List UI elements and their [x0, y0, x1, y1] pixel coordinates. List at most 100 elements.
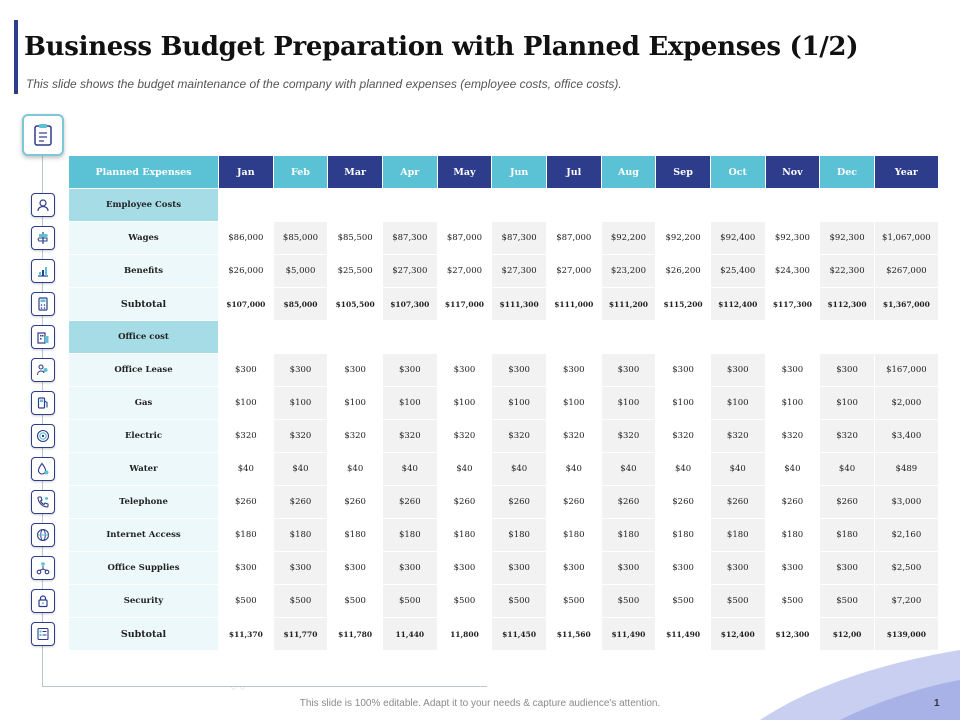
row-label: Security [68, 584, 219, 618]
month-value-cell: $40 [764, 452, 821, 486]
section-employee-costs: Employee Costs [68, 188, 219, 222]
water-icon [31, 457, 55, 481]
month-value-cell: $26,000 [218, 254, 274, 288]
network-icon [31, 556, 55, 580]
month-value-cell: $260 [272, 485, 329, 519]
section-row: Office cost [68, 320, 939, 354]
month-value-cell: 11,800 [436, 617, 493, 651]
month-value-cell: $112,300 [819, 287, 875, 321]
month-value-cell: $180 [545, 518, 602, 552]
month-value-cell: $105,500 [327, 287, 383, 321]
chart-icon [31, 259, 55, 283]
year-total-cell: $139,000 [873, 617, 939, 651]
month-value-cell: $40 [491, 452, 547, 486]
month-value-cell: $300 [436, 353, 493, 387]
empty-cell [819, 188, 875, 222]
month-value-cell: $500 [764, 584, 821, 618]
month-value-cell: $27,000 [436, 254, 493, 288]
empty-cell [381, 320, 438, 354]
month-value-cell: $11,450 [491, 617, 547, 651]
empty-cell [600, 188, 657, 222]
year-total-cell: $2,160 [873, 518, 939, 552]
month-value-cell: $320 [272, 419, 329, 453]
month-value-cell: $85,500 [327, 221, 383, 255]
row-label: Wages [68, 221, 219, 255]
month-value-cell: $92,300 [819, 221, 875, 255]
subtotal-row: Subtotal $11,370 $11,770 $11,780 11,440 11,80… [68, 617, 939, 651]
month-value-cell: $87,300 [381, 221, 438, 255]
year-total-cell: $2,500 [873, 551, 939, 585]
month-value-cell: $25,400 [709, 254, 766, 288]
month-value-cell: $300 [764, 551, 821, 585]
header-month: Jan [218, 155, 274, 189]
phone-icon [31, 490, 55, 514]
month-value-cell: $40 [655, 452, 711, 486]
month-value-cell: $320 [545, 419, 602, 453]
subtotal-row: Subtotal $107,000 $85,000 $105,500 $107,300 $… [68, 287, 939, 321]
month-value-cell: $260 [545, 485, 602, 519]
table-header-row: Planned Expenses Jan Feb Mar Apr May Jun… [68, 155, 939, 189]
month-value-cell: $26,200 [655, 254, 711, 288]
empty-cell [436, 320, 493, 354]
month-value-cell: $500 [545, 584, 602, 618]
month-value-cell: $27,300 [381, 254, 438, 288]
table-row: Office Lease $300 $300 $300 $300 $300 $300 $300… [68, 353, 939, 387]
lock-icon [31, 589, 55, 613]
empty-cell [272, 188, 329, 222]
row-label: Gas [68, 386, 219, 420]
month-value-cell: $300 [491, 353, 547, 387]
month-value-cell: $500 [819, 584, 875, 618]
month-value-cell: $300 [272, 551, 329, 585]
month-value-cell: $320 [436, 419, 493, 453]
month-value-cell: $300 [545, 551, 602, 585]
month-value-cell: $300 [600, 353, 657, 387]
month-value-cell: $111,300 [491, 287, 547, 321]
month-value-cell: $180 [819, 518, 875, 552]
month-value-cell: $300 [272, 353, 329, 387]
month-value-cell: $300 [327, 551, 383, 585]
month-value-cell: $320 [327, 419, 383, 453]
month-value-cell: $12,300 [764, 617, 821, 651]
month-value-cell: $260 [600, 485, 657, 519]
year-total-cell: $7,200 [873, 584, 939, 618]
header-year: Year [873, 155, 939, 189]
row-label: Subtotal [68, 617, 219, 651]
month-value-cell: $100 [819, 386, 875, 420]
header-planned-expenses: Planned Expenses [68, 155, 219, 189]
month-value-cell: $11,370 [218, 617, 274, 651]
month-value-cell: $27,300 [491, 254, 547, 288]
month-value-cell: $92,400 [709, 221, 766, 255]
month-value-cell: $86,000 [218, 221, 274, 255]
month-value-cell: $87,000 [545, 221, 602, 255]
year-total-cell: $167,000 [873, 353, 939, 387]
month-value-cell: $300 [218, 353, 274, 387]
month-value-cell: $23,200 [600, 254, 657, 288]
month-value-cell: $85,000 [272, 221, 329, 255]
month-value-cell: $500 [709, 584, 766, 618]
month-value-cell: $27,000 [545, 254, 602, 288]
month-value-cell: $22,300 [819, 254, 875, 288]
month-value-cell: $100 [272, 386, 329, 420]
month-value-cell: $260 [327, 485, 383, 519]
section-office-cost: Office cost [68, 320, 219, 354]
month-value-cell: $260 [655, 485, 711, 519]
rail-bottom-line [42, 686, 487, 687]
month-value-cell: $12,400 [709, 617, 766, 651]
month-value-cell: $180 [655, 518, 711, 552]
empty-cell [764, 320, 821, 354]
month-value-cell: $180 [218, 518, 274, 552]
empty-cell [764, 188, 821, 222]
month-value-cell: $300 [218, 551, 274, 585]
month-value-cell: $300 [709, 551, 766, 585]
month-value-cell: $24,300 [764, 254, 821, 288]
month-value-cell: $180 [491, 518, 547, 552]
year-total-cell: $267,000 [873, 254, 939, 288]
row-label: Telephone [68, 485, 219, 519]
month-value-cell: $180 [272, 518, 329, 552]
header-month: Sep [655, 155, 711, 189]
month-value-cell: 11,440 [381, 617, 438, 651]
month-value-cell: $40 [709, 452, 766, 486]
month-value-cell: $260 [381, 485, 438, 519]
month-value-cell: $180 [436, 518, 493, 552]
month-value-cell: $100 [600, 386, 657, 420]
